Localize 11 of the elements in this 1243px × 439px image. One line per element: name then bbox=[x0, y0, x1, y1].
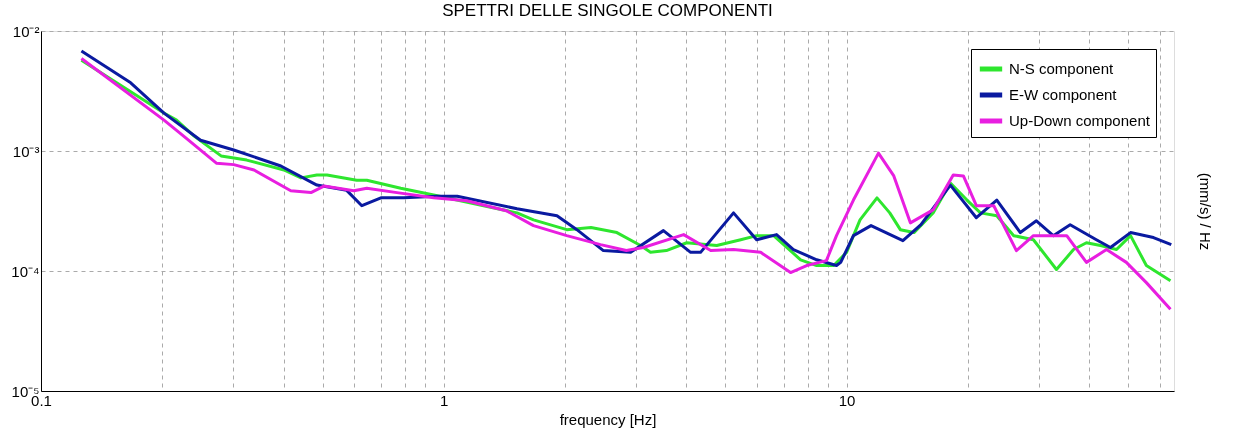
y-axis-title: (mm/s) / Hz bbox=[1196, 172, 1214, 251]
y-tick-label: 10⁻² bbox=[12, 22, 40, 40]
legend-label: Up-Down component bbox=[1009, 112, 1151, 129]
x-axis-title: frequency [Hz] bbox=[559, 410, 657, 428]
x-tick-label: 1 bbox=[440, 391, 449, 409]
legend-label: N-S component bbox=[1009, 60, 1115, 77]
y-tick-label: 10⁻⁴ bbox=[11, 262, 40, 280]
chart-title: SPETTRI DELLE SINGOLE COMPONENTI bbox=[442, 1, 773, 20]
y-tick-label: 10⁻³ bbox=[12, 142, 40, 160]
x-tick-label: 10 bbox=[838, 391, 856, 409]
legend-label: E-W component bbox=[1009, 86, 1118, 103]
